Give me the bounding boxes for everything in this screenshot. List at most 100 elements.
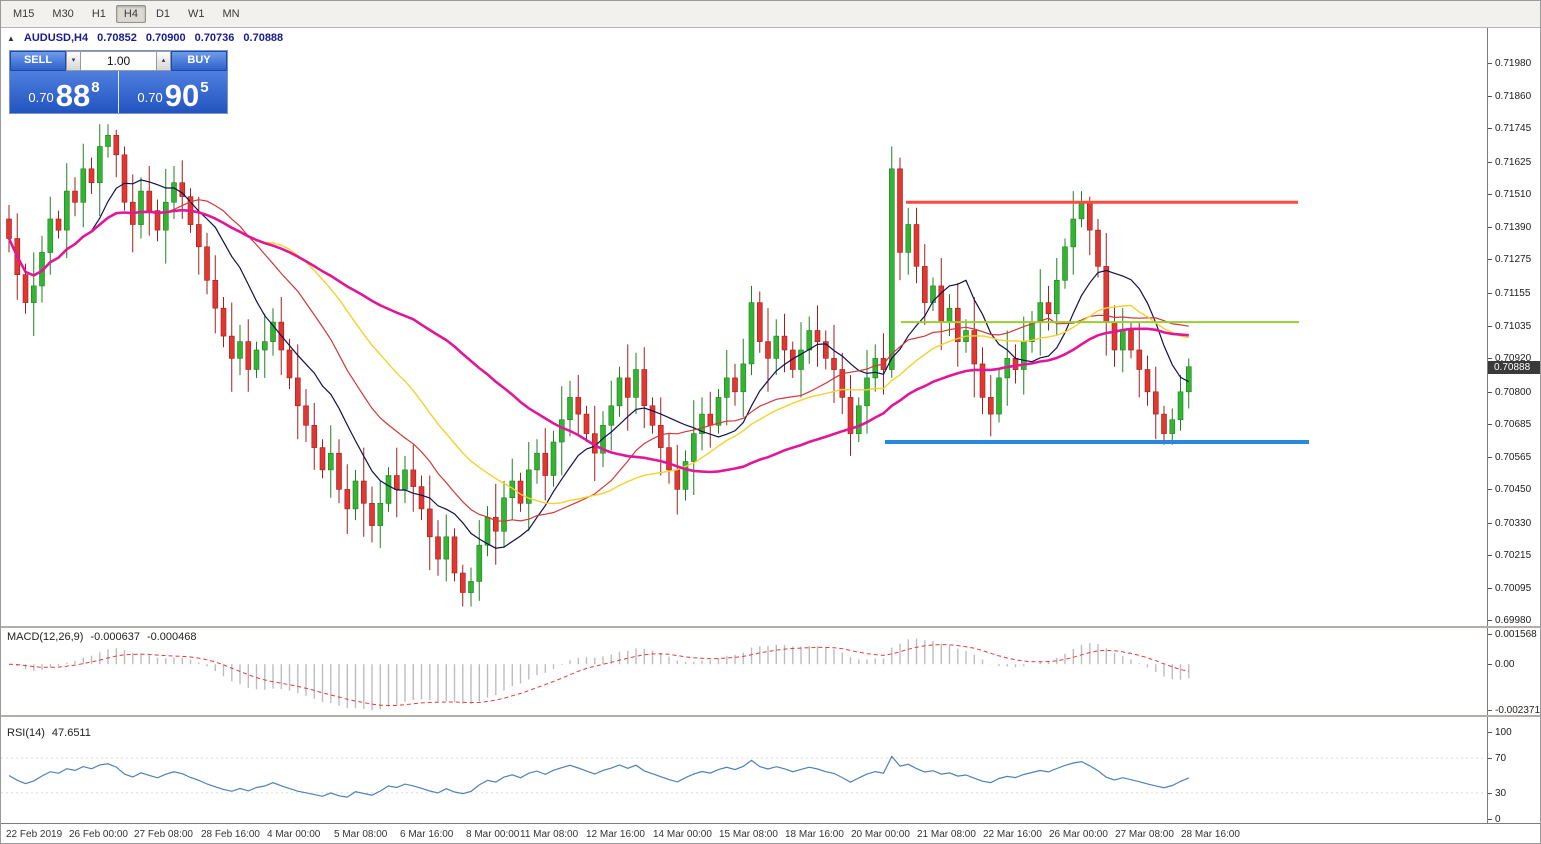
current-price-badge: 0.70888 <box>1488 361 1540 374</box>
time-axis-label: 18 Mar 16:00 <box>785 829 844 840</box>
macd-signal-value: -0.000468 <box>146 631 197 643</box>
time-axis-label: 27 Mar 08:00 <box>1115 829 1174 840</box>
price-axis-label: 0.70920 <box>1495 353 1532 364</box>
time-axis-label: 22 Mar 16:00 <box>983 829 1042 840</box>
price-axis-tick <box>1488 96 1492 97</box>
price-axis-tick <box>1488 293 1492 294</box>
macd-main-value: -0.000637 <box>90 631 140 643</box>
price-axis-label: 0.71155 <box>1495 288 1531 299</box>
price-axis-label: 0.71275 <box>1495 254 1532 265</box>
price-axis-label: 0.71980 <box>1495 58 1532 69</box>
macd-axis-tick <box>1488 710 1492 711</box>
price-axis-tick <box>1488 392 1492 393</box>
time-axis-label: 20 Mar 00:00 <box>851 829 910 840</box>
buy-price-button[interactable]: 0.70 90 5 <box>119 71 227 113</box>
buy-price-big: 90 <box>164 77 200 113</box>
rsi-axis[interactable]: 100 70 30 0 <box>1487 717 1540 825</box>
price-axis-tick <box>1488 128 1492 129</box>
buy-price-pip: 5 <box>200 79 209 96</box>
rsi-chart[interactable] <box>1 717 1487 823</box>
rsi-indicator-label: RSI(14) 47.6511 <box>7 727 91 739</box>
volume-increase-button[interactable]: ▴ <box>156 51 171 71</box>
timeframe-button-m15[interactable]: M15 <box>13 8 35 20</box>
rsi-row: RSI(14) 47.6511 100 70 30 0 <box>1 717 1540 825</box>
time-axis-label: 21 Mar 08:00 <box>917 829 976 840</box>
timeframe-button-h1[interactable]: H1 <box>91 8 106 20</box>
macd-axis[interactable]: 0.001568 0.00 -0.002371 <box>1487 628 1540 716</box>
timeframe-button-d1[interactable]: D1 <box>155 8 170 20</box>
price-axis-label: 0.70685 <box>1495 419 1532 430</box>
time-axis-label: 28 Mar 16:00 <box>1181 829 1240 840</box>
price-axis-label: 0.69980 <box>1495 615 1532 626</box>
price-axis-label: 0.70565 <box>1495 452 1532 463</box>
price-axis-tick <box>1488 424 1492 425</box>
price-axis-label: 0.71860 <box>1495 91 1532 102</box>
price-axis-tick <box>1488 555 1492 556</box>
rsi-name: RSI(14) <box>7 727 45 739</box>
buy-price-prefix: 0.70 <box>137 90 163 105</box>
rsi-axis-label: 100 <box>1495 727 1512 738</box>
panel-splitter[interactable] <box>1 626 1540 628</box>
price-axis-label: 0.70095 <box>1495 583 1532 594</box>
macd-chart[interactable] <box>1 628 1487 715</box>
sell-price-big: 88 <box>55 77 91 113</box>
collapse-trade-panel-icon[interactable]: ▲ <box>7 33 15 43</box>
price-axis-tick <box>1488 620 1492 621</box>
price-axis-label: 0.70215 <box>1495 550 1532 561</box>
volume-input[interactable] <box>81 51 156 71</box>
time-axis-label: 26 Feb 00:00 <box>69 829 128 840</box>
price-axis-label: 0.71035 <box>1495 321 1532 332</box>
panel-splitter[interactable] <box>1 715 1540 717</box>
time-axis-label: 28 Feb 16:00 <box>201 829 260 840</box>
price-axis[interactable]: 0.71980 0.71860 0.71745 0.71625 0.71510 0.713… <box>1487 28 1540 626</box>
timeframe-button-mn[interactable]: MN <box>222 8 240 20</box>
trade-prices-row: 0.70 88 8 0.70 90 5 <box>10 71 227 113</box>
macd-axis-tick <box>1488 664 1492 665</box>
macd-axis-tick <box>1488 634 1492 635</box>
macd-name: MACD(12,26,9) <box>7 631 84 643</box>
one-click-trading-panel: SELL ▾ ▴ BUY 0.70 88 8 0.70 90 5 <box>9 50 228 114</box>
main-chart-row: ▲ AUDUSD,H4 0.70852 0.70900 0.70736 0.70… <box>1 28 1540 626</box>
quote-low: 0.70736 <box>194 32 235 44</box>
price-axis-label: 0.70330 <box>1495 518 1532 529</box>
price-axis-tick <box>1488 162 1492 163</box>
price-axis-tick <box>1488 588 1492 589</box>
candlestick-chart[interactable] <box>1 28 1487 626</box>
time-axis-label: 5 Mar 08:00 <box>334 829 388 840</box>
rsi-axis-label: 0 <box>1495 814 1501 825</box>
rsi-axis-tick <box>1488 732 1492 733</box>
sell-button[interactable]: SELL <box>10 51 66 71</box>
time-axis-label: 26 Mar 00:00 <box>1049 829 1108 840</box>
rsi-axis-tick <box>1488 758 1492 759</box>
sell-price-prefix: 0.70 <box>28 90 54 105</box>
price-axis-tick <box>1488 523 1492 524</box>
buy-button[interactable]: BUY <box>171 51 227 71</box>
price-axis-tick <box>1488 194 1492 195</box>
sell-price-pip: 8 <box>91 79 100 96</box>
time-axis-label: 22 Feb 2019 <box>6 829 63 840</box>
price-axis-tick <box>1488 259 1492 260</box>
macd-axis-label: 0.00 <box>1495 659 1515 670</box>
sell-price-button[interactable]: 0.70 88 8 <box>10 71 119 113</box>
time-axis-label: 12 Mar 16:00 <box>586 829 645 840</box>
quote-close: 0.70888 <box>243 32 284 44</box>
timeframe-button-h4[interactable]: H4 <box>115 5 146 23</box>
rsi-axis-tick <box>1488 793 1492 794</box>
price-axis-tick <box>1488 63 1492 64</box>
quote-open: 0.70852 <box>97 32 137 44</box>
rsi-axis-tick <box>1488 819 1492 820</box>
price-axis-label: 0.70450 <box>1495 484 1532 495</box>
timeframe-button-w1[interactable]: W1 <box>188 8 205 20</box>
timeframe-button-m30[interactable]: M30 <box>52 8 74 20</box>
price-axis-tick <box>1488 358 1492 359</box>
time-axis-label: 4 Mar 00:00 <box>267 829 321 840</box>
rsi-axis-label: 70 <box>1495 753 1507 764</box>
quote-high: 0.70900 <box>145 32 186 44</box>
price-axis-label: 0.71510 <box>1495 189 1532 200</box>
time-axis-label: 27 Feb 08:00 <box>134 829 193 840</box>
time-axis[interactable]: 22 Feb 2019 26 Feb 00:00 27 Feb 08:00 28 Fe… <box>1 823 1540 843</box>
rsi-panel: RSI(14) 47.6511 <box>1 717 1487 823</box>
volume-decrease-button[interactable]: ▾ <box>66 51 81 71</box>
price-axis-label: 0.71390 <box>1495 222 1532 233</box>
